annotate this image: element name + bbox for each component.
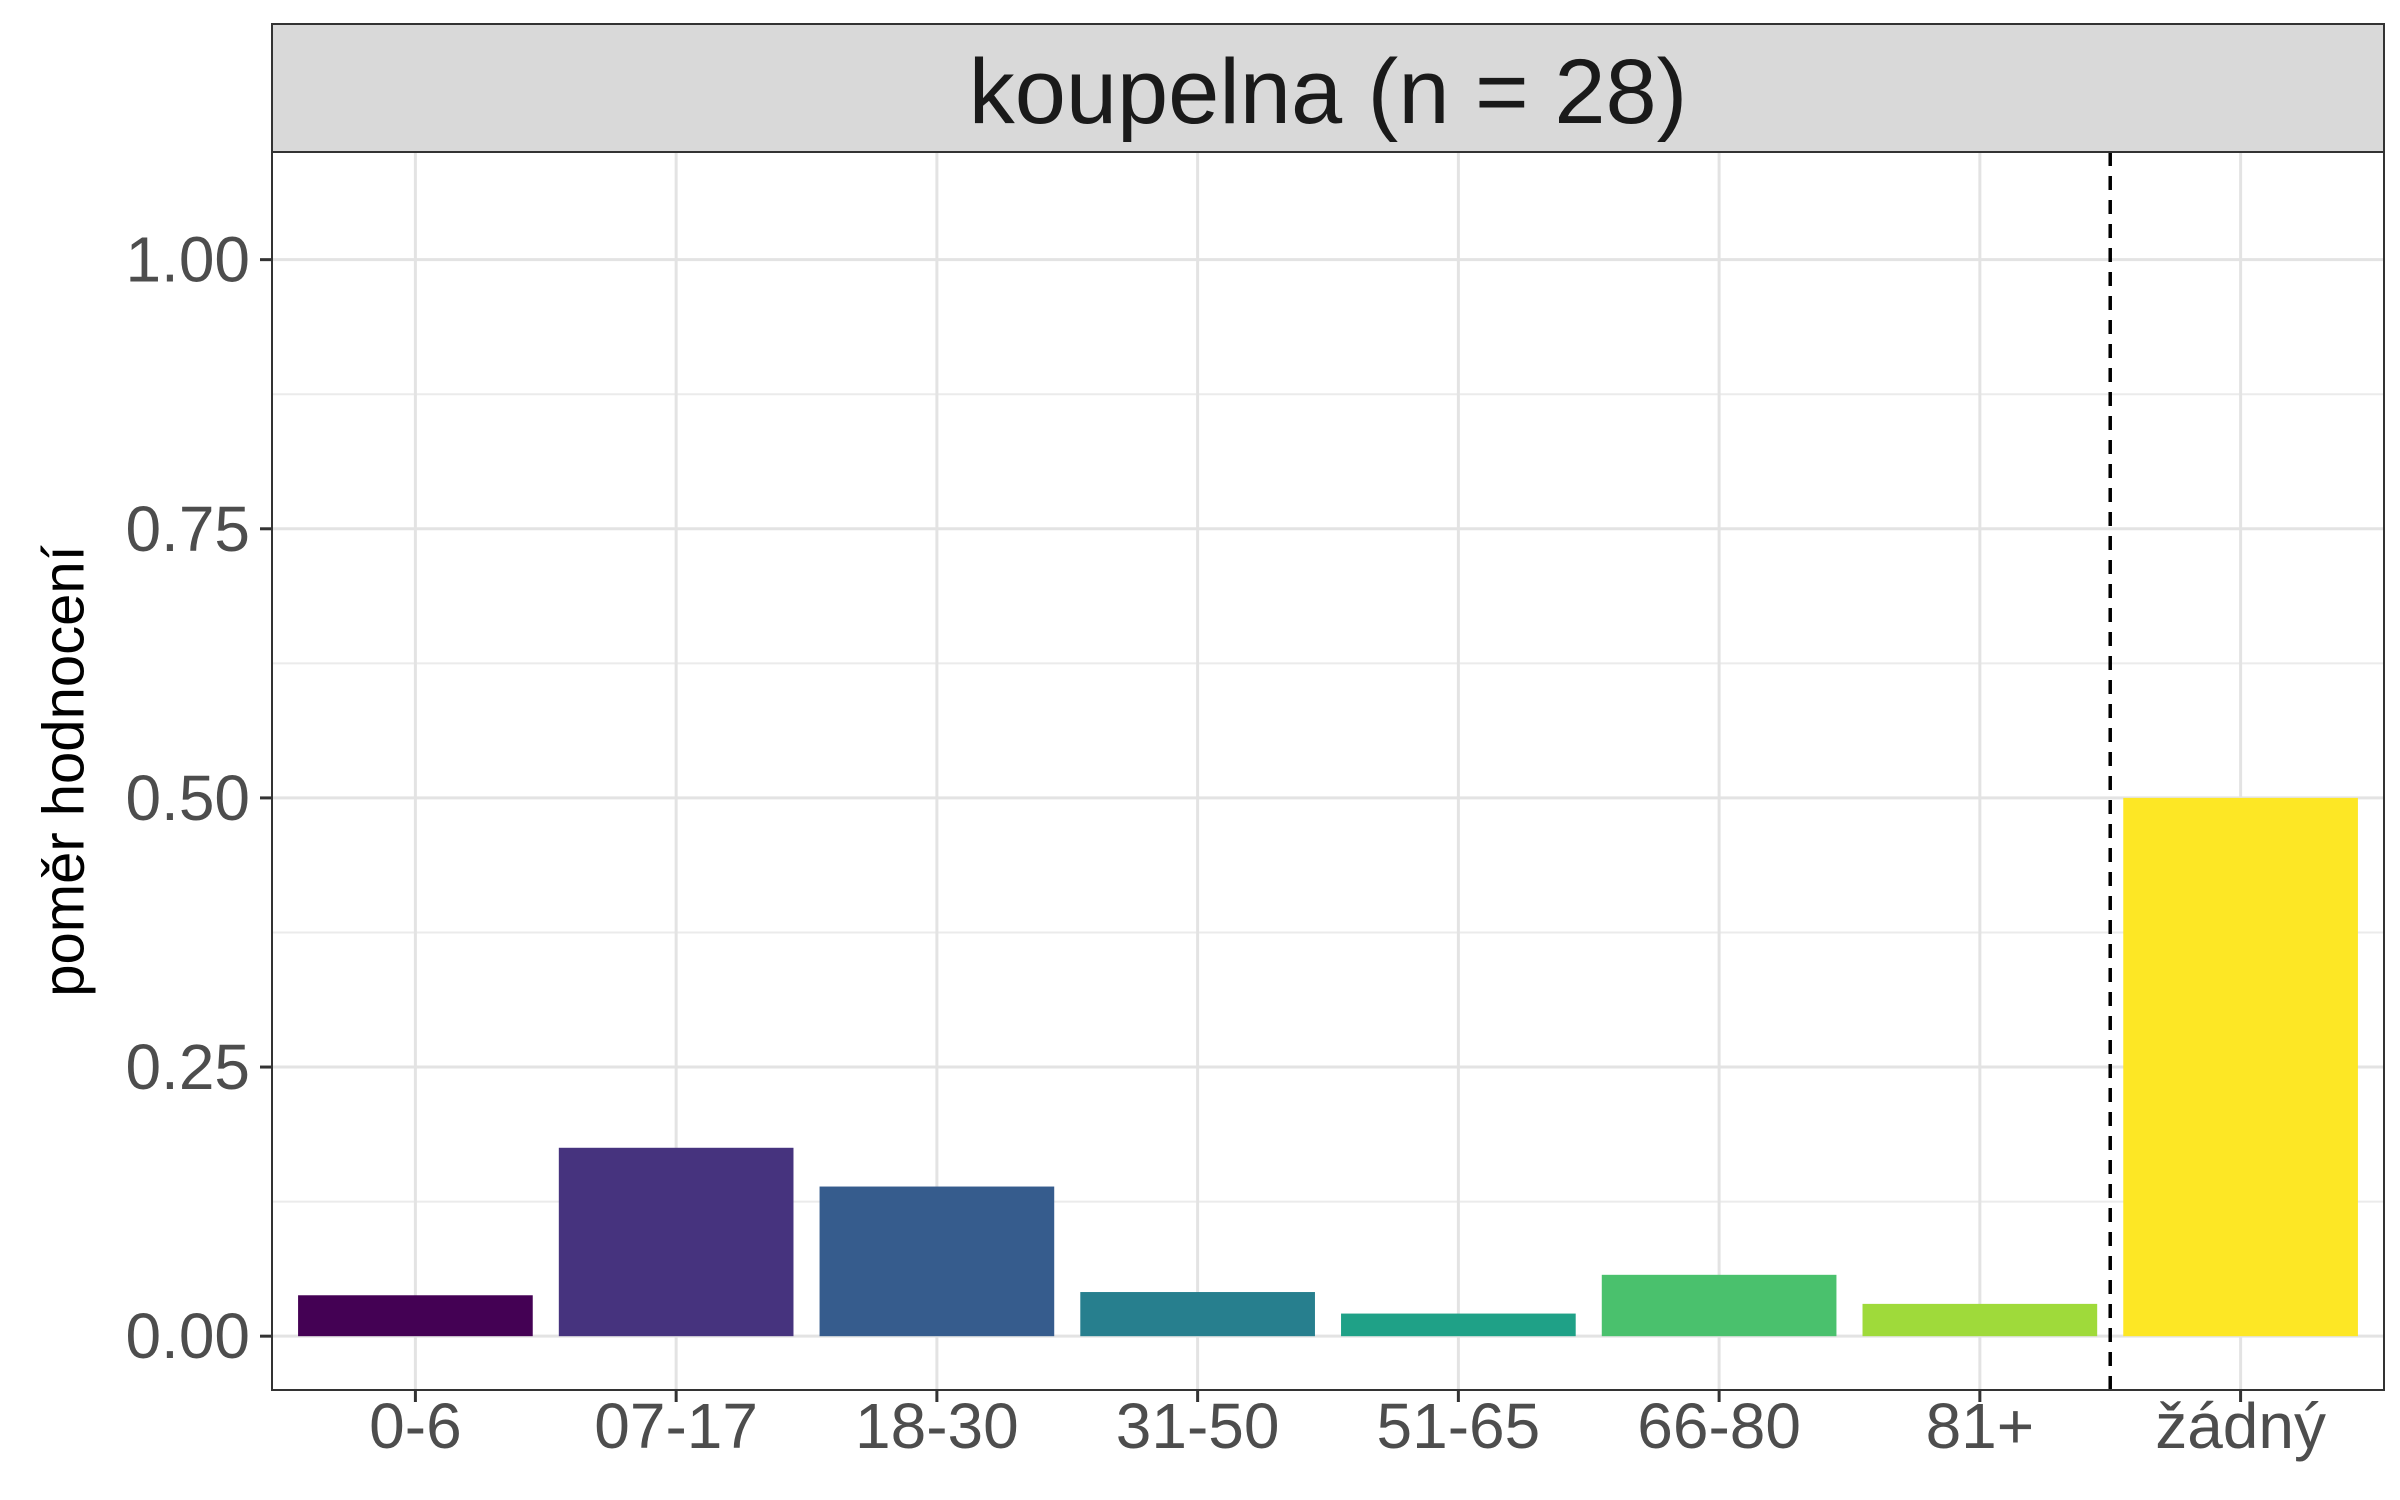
x-tick-label: 66-80 [1637,1390,1801,1462]
bar-0-6 [298,1295,533,1337]
y-tick-label: 0.25 [125,1031,250,1103]
grid-lines [272,152,2384,1390]
bar-31-50 [1080,1292,1315,1337]
x-tick-label: 0-6 [369,1390,462,1462]
x-axis: 0-6 07-17 18-30 31-50 51-65 66-80 81+ žádný [369,1390,2326,1462]
bar-81+ [1862,1303,2098,1337]
bar-žádný [2123,797,2358,1337]
facet-strip: koupelna (n = 28) [271,23,2385,153]
x-tick-label: 81+ [1926,1390,2035,1462]
y-tick-label: 0.00 [125,1300,250,1372]
bar-18-30 [819,1186,1055,1337]
facet-title: koupelna (n = 28) [969,41,1688,143]
bar-51-65 [1341,1313,1576,1337]
bar-66-80 [1601,1274,1837,1337]
y-tick-label: 0.50 [125,762,250,834]
x-tick-label: 07-17 [594,1390,758,1462]
x-tick-label: 18-30 [855,1390,1019,1462]
facet-strip-background [271,23,2385,153]
x-tick-label: žádný [2155,1390,2326,1462]
y-axis-title: poměr hodnocení [32,545,97,996]
y-tick-label: 0.75 [125,493,250,565]
y-axis: 0.00 0.25 0.50 0.75 1.00 [125,224,272,1372]
bars [298,797,2358,1337]
bar-07-17 [558,1147,794,1337]
x-tick-label: 51-65 [1377,1390,1541,1462]
x-tick-label: 31-50 [1116,1390,1280,1462]
y-tick-label: 1.00 [125,224,250,296]
